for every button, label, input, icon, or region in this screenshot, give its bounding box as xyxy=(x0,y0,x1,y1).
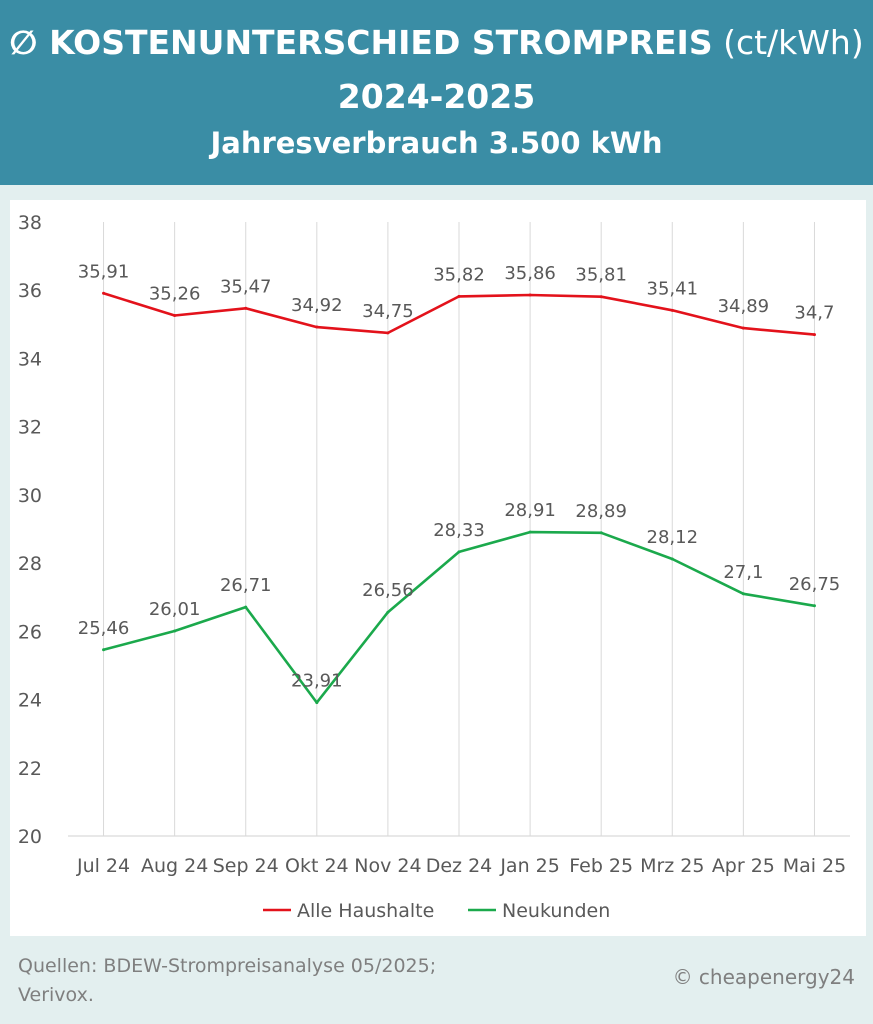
data-point xyxy=(315,701,319,705)
chart-subtitle: Jahresverbrauch 3.500 kWh xyxy=(210,126,663,160)
x-tick-label: Mrz 25 xyxy=(640,855,704,877)
data-label: 34,92 xyxy=(291,295,343,316)
data-point xyxy=(173,629,177,633)
x-tick-label: Mai 25 xyxy=(783,855,847,877)
legend-item-neukunden: Neukunden xyxy=(502,900,610,922)
data-point xyxy=(741,326,745,330)
chart-title-main: KOSTENUNTERSCHIED STROMPREIS xyxy=(49,23,713,62)
data-point xyxy=(812,333,816,337)
legend-item-alle-haushalte: Alle Haushalte xyxy=(297,900,434,922)
data-label: 26,01 xyxy=(149,599,201,620)
data-point xyxy=(386,331,390,335)
chart-years: 2024-2025 xyxy=(337,77,536,116)
line-chart: 20 22 24 26 28 30 32 34 36 38 Jul 24 Aug 24 Sep 24 Ok… xyxy=(18,212,850,922)
data-label: 35,26 xyxy=(149,283,201,304)
y-tick-label: 30 xyxy=(18,485,42,507)
y-tick-label: 36 xyxy=(18,280,42,302)
data-point xyxy=(670,557,674,561)
data-label: 34,89 xyxy=(718,296,770,317)
data-label: 34,7 xyxy=(794,303,834,324)
copyright-note: © cheapenergy24 xyxy=(672,965,855,989)
data-label: 35,91 xyxy=(78,261,130,282)
chart-title-unit: (ct/kWh) xyxy=(723,23,864,62)
data-label: 26,75 xyxy=(789,574,841,595)
y-tick-label: 28 xyxy=(18,553,42,575)
data-point xyxy=(173,313,177,317)
data-label: 34,75 xyxy=(362,301,414,322)
data-point xyxy=(741,592,745,596)
data-point xyxy=(599,295,603,299)
data-point xyxy=(599,531,603,535)
data-point xyxy=(102,648,106,652)
data-label: 28,33 xyxy=(433,520,485,541)
x-tick-label: Nov 24 xyxy=(354,855,421,877)
data-point xyxy=(528,293,532,297)
data-label: 35,41 xyxy=(647,278,699,299)
data-label: 28,91 xyxy=(504,500,556,521)
diameter-symbol: ∅ xyxy=(9,23,38,62)
x-tick-label: Dez 24 xyxy=(426,855,493,877)
x-tick-label: Sep 24 xyxy=(213,855,279,877)
data-label: 28,12 xyxy=(647,527,699,548)
data-point xyxy=(244,605,248,609)
data-label: 25,46 xyxy=(78,618,130,639)
sources-note: Quellen: BDEW-Strompreisanalyse 05/2025;… xyxy=(18,955,437,1006)
y-tick-label: 34 xyxy=(18,348,42,370)
x-tick-label: Jan 25 xyxy=(499,855,560,877)
x-tick-label: Feb 25 xyxy=(569,855,633,877)
data-point xyxy=(670,308,674,312)
data-label: 35,86 xyxy=(504,263,556,284)
y-tick-label: 20 xyxy=(18,826,42,848)
plot-panel: 20 22 24 26 28 30 32 34 36 38 Jul 24 Aug 24 Sep 24 Ok… xyxy=(10,200,866,936)
chart-header: ∅ KOSTENUNTERSCHIED STROMPREIS (ct/kWh) … xyxy=(0,0,873,185)
data-label: 28,89 xyxy=(575,501,627,522)
x-tick-label: Apr 25 xyxy=(712,855,775,877)
y-tick-label: 24 xyxy=(18,690,42,712)
data-point xyxy=(812,604,816,608)
data-point xyxy=(102,291,106,295)
y-tick-label: 22 xyxy=(18,758,42,780)
x-tick-label: Jul 24 xyxy=(76,855,130,877)
data-point xyxy=(386,610,390,614)
y-tick-label: 26 xyxy=(18,621,42,643)
chart-title: ∅ KOSTENUNTERSCHIED STROMPREIS (ct/kWh) xyxy=(0,22,873,64)
data-label: 35,81 xyxy=(575,265,627,286)
data-label: 35,47 xyxy=(220,276,272,297)
data-point xyxy=(528,530,532,534)
data-point xyxy=(315,325,319,329)
data-label: 27,1 xyxy=(723,562,763,583)
y-tick-label: 38 xyxy=(18,212,42,234)
data-label: 35,82 xyxy=(433,264,485,285)
data-label: 23,91 xyxy=(291,671,343,692)
data-point xyxy=(457,294,461,298)
y-tick-label: 32 xyxy=(18,417,42,439)
data-point xyxy=(244,306,248,310)
data-label: 26,71 xyxy=(220,575,272,596)
data-point xyxy=(457,550,461,554)
data-label: 26,56 xyxy=(362,580,414,601)
x-tick-label: Okt 24 xyxy=(285,855,349,877)
x-tick-label: Aug 24 xyxy=(141,855,208,877)
